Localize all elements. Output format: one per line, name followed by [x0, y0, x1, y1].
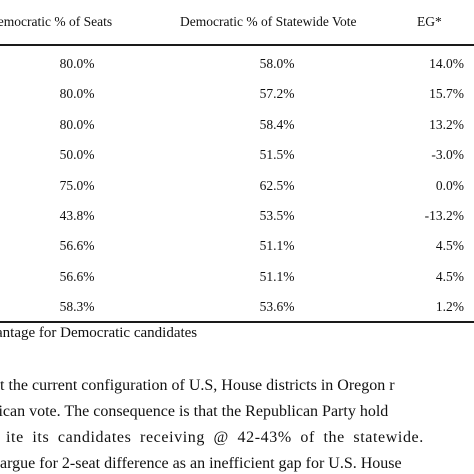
- cell-dem-seats: 43.8%: [59, 207, 95, 223]
- body-text-line: argue for 2-seat difference as an ineffi…: [0, 455, 402, 472]
- table-bottom-rule: [0, 321, 474, 323]
- table-row: 58.3% 53.6% 1.2%: [0, 299, 474, 329]
- cell-eg: 4.5%: [435, 238, 464, 254]
- cell-eg: 14.0%: [429, 56, 464, 71]
- table-row: 50.0% 51.5% -3.0%: [0, 147, 474, 177]
- cell-eg: 1.2%: [435, 299, 464, 315]
- cell-eg: 0.0%: [435, 177, 464, 193]
- cell-dem-vote: 58.4%: [259, 116, 295, 132]
- cell-dem-vote: 51.1%: [259, 238, 295, 254]
- body-text-line: ite its candidates receiving @ 42-43% of…: [6, 429, 424, 446]
- cell-eg: -13.2%: [424, 207, 464, 223]
- table-row: 80.0% 57.2% 15.7%: [0, 86, 474, 116]
- table-row: 80.0% 58.4% 13.2%: [0, 117, 474, 147]
- cell-dem-vote: 58.0%: [259, 56, 295, 71]
- cell-dem-seats: 50.0%: [59, 147, 95, 163]
- table-row: 56.6% 51.1% 4.5%: [0, 238, 474, 268]
- cell-dem-seats: 80.0%: [59, 86, 95, 102]
- cell-dem-seats: 56.6%: [59, 268, 95, 284]
- header-efficiency-gap: EG*: [417, 14, 442, 29]
- cell-dem-vote: 53.6%: [259, 299, 295, 315]
- cell-dem-vote: 62.5%: [259, 177, 295, 193]
- table-footnote: antage for Democratic candidates: [0, 325, 198, 341]
- cell-eg: 13.2%: [429, 116, 464, 132]
- cell-dem-seats: 80.0%: [59, 56, 95, 71]
- cell-dem-seats: 75.0%: [59, 177, 95, 193]
- table-top-rule: [0, 44, 474, 46]
- body-text-line: t the current configuration of U.S, Hous…: [0, 377, 395, 394]
- cell-eg: -3.0%: [431, 147, 464, 163]
- cell-eg: 4.5%: [435, 268, 464, 284]
- table-row: 80.0% 58.0% 14.0%: [0, 56, 474, 86]
- cell-dem-vote: 51.5%: [259, 147, 295, 163]
- header-dem-statewide-vote: Democratic % of Statewide Vote: [180, 14, 357, 29]
- cell-eg: 15.7%: [429, 86, 464, 102]
- header-dem-seats: Democratic % of Seats: [0, 14, 113, 29]
- table-row: 56.6% 51.1% 4.5%: [0, 269, 474, 299]
- table-row: 75.0% 62.5% 0.0%: [0, 178, 474, 208]
- cell-dem-seats: 80.0%: [59, 116, 95, 132]
- cell-dem-seats: 58.3%: [59, 299, 95, 315]
- cell-dem-vote: 53.5%: [259, 207, 295, 223]
- cell-dem-vote: 57.2%: [259, 86, 295, 102]
- cell-dem-seats: 56.6%: [59, 238, 95, 254]
- table-row: 43.8% 53.5% -13.2%: [0, 208, 474, 238]
- table-body: 80.0% 58.0% 14.0% 80.0% 57.2% 15.7% 80.0…: [0, 56, 474, 330]
- body-text-line: lican vote. The consequence is that the …: [0, 403, 389, 420]
- cell-dem-vote: 51.1%: [259, 268, 295, 284]
